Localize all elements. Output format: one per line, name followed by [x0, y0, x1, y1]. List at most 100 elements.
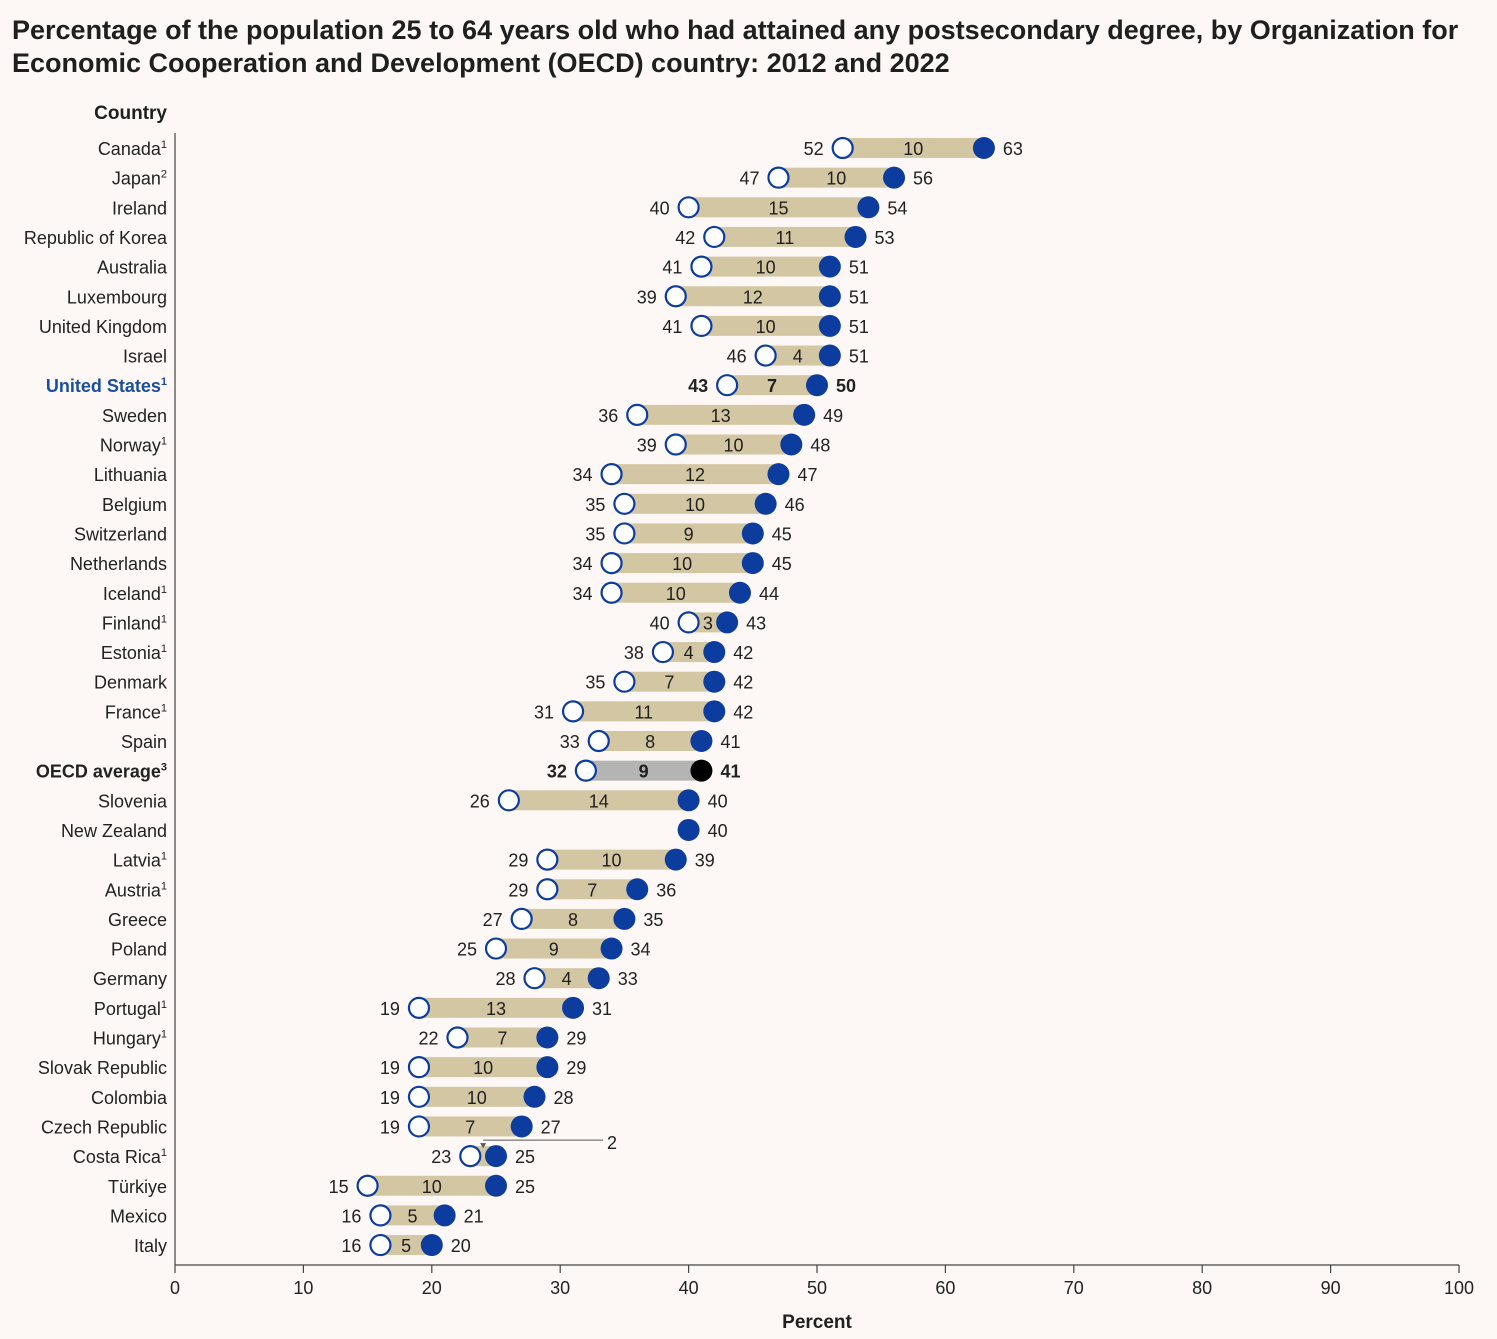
- change-bar: [714, 226, 856, 247]
- value-label-2012: 35: [585, 673, 605, 693]
- value-label-2012: 19: [380, 1058, 400, 1078]
- chart-row: Japan2 10 47 56: [112, 166, 933, 189]
- value-label-2022: 45: [772, 524, 792, 544]
- difference-label: 3: [703, 613, 713, 633]
- value-label-2012: 34: [573, 554, 593, 574]
- chart-row: Canada1 10 52 63: [98, 136, 1023, 160]
- change-bar: [765, 345, 830, 366]
- value-label-2012: 35: [585, 524, 605, 544]
- value-label-2022: 42: [733, 643, 753, 663]
- country-label: Germany: [93, 969, 167, 989]
- change-bar: [573, 701, 715, 722]
- dot-2022: [485, 1174, 507, 1197]
- dot-2012: [561, 700, 585, 723]
- change-bar: [367, 1175, 496, 1196]
- dot-2022: [728, 581, 751, 604]
- value-label-2022: 56: [913, 169, 933, 189]
- chart-row: Netherlands 10 34 45: [70, 551, 792, 575]
- country-label: United States1: [46, 376, 167, 396]
- chart-row: Spain 8 33 41: [121, 729, 740, 753]
- value-label-2022: 51: [849, 317, 869, 337]
- difference-label: 7: [587, 880, 597, 900]
- dot-2012: [767, 166, 790, 189]
- change-bar: [701, 256, 830, 277]
- chart-row: Finland1 3 40 43: [102, 611, 766, 634]
- dot-2022: [793, 403, 816, 426]
- x-tick-label: 70: [1064, 1278, 1084, 1298]
- chart-row: Austria1 7 29 36: [105, 878, 676, 901]
- change-bar: [534, 968, 599, 989]
- value-label-2022: 63: [1003, 139, 1023, 159]
- difference-label: 10: [826, 169, 846, 189]
- difference-label: 13: [486, 999, 506, 1019]
- chart-row: Portugal1 13 19 31: [94, 996, 612, 1019]
- chart-row: Denmark 7 35 42: [94, 670, 753, 693]
- value-label-2022: 41: [720, 762, 740, 782]
- value-label-2012: 43: [688, 376, 708, 396]
- chart-row: Switzerland 9 35 45: [74, 522, 792, 545]
- x-tick-label: 20: [422, 1278, 442, 1298]
- chart-row: Lithuania 12 34 47: [94, 463, 818, 486]
- country-label: Latvia1: [113, 851, 167, 871]
- x-tick-label: 30: [550, 1278, 570, 1298]
- change-bar: [842, 138, 984, 158]
- value-label-2022: 21: [464, 1206, 484, 1226]
- dot-2022: [818, 314, 841, 337]
- dot-2012: [690, 255, 713, 278]
- dot-2012: [484, 937, 508, 960]
- value-label-2012: 29: [508, 880, 528, 900]
- change-bar: [624, 523, 753, 544]
- country-label: Türkiye: [108, 1177, 167, 1197]
- dot-2012: [407, 1085, 431, 1108]
- value-label-2012: 16: [341, 1236, 361, 1256]
- value-label-2022: 25: [515, 1147, 535, 1167]
- chart-row: Republic of Korea 11 42 53: [24, 225, 895, 249]
- dot-2012: [574, 759, 597, 782]
- dot-2012: [754, 344, 777, 367]
- change-bar: [624, 671, 715, 692]
- chart-row: Poland 9 25 34: [111, 937, 651, 960]
- country-label: Estonia1: [101, 643, 167, 663]
- country-label: Norway1: [100, 436, 167, 456]
- value-label-2022: 34: [631, 940, 651, 960]
- difference-label: 4: [793, 347, 803, 367]
- value-label-2012: 34: [573, 584, 593, 604]
- difference-label: 10: [473, 1058, 493, 1078]
- chart-row: Slovak Republic 10 19 29: [38, 1056, 586, 1079]
- dot-2012: [716, 374, 739, 397]
- chart-row: Sweden 13 36 49: [102, 403, 843, 426]
- x-tick-label: 40: [679, 1278, 699, 1298]
- chart-row: Belgium 10 35 46: [102, 492, 805, 515]
- change-bar: [701, 315, 830, 336]
- country-label: Hungary1: [93, 1029, 167, 1049]
- country-label: Denmark: [94, 673, 168, 693]
- country-label: Portugal1: [94, 999, 167, 1019]
- change-bar: [457, 1027, 548, 1048]
- dot-2022: [883, 166, 906, 189]
- x-tick-label: 60: [935, 1278, 955, 1298]
- chart-row: Luxembourg 12 39 51: [67, 285, 869, 308]
- x-tick-label: 10: [293, 1278, 313, 1298]
- difference-label: 10: [685, 495, 705, 515]
- change-bar: [547, 849, 676, 870]
- value-label-2022: 45: [772, 554, 792, 574]
- value-label-2022: 27: [541, 1117, 561, 1137]
- dot-2022: [664, 848, 687, 871]
- difference-label: 7: [497, 1029, 507, 1049]
- change-bar: [637, 404, 805, 425]
- difference-label: 9: [684, 524, 694, 544]
- chart-row: United Kingdom 10 41 51: [39, 314, 869, 337]
- dot-2012: [600, 581, 623, 604]
- value-label-2022: 20: [451, 1236, 471, 1256]
- value-label-2022: 51: [849, 258, 869, 278]
- country-label: Spain: [121, 732, 167, 752]
- difference-label: 11: [776, 228, 795, 248]
- value-label-2012: 16: [341, 1206, 361, 1226]
- value-label-2012: 31: [534, 702, 554, 722]
- dot-2012: [651, 640, 675, 664]
- dot-2022: [485, 1145, 507, 1168]
- dot-2012: [613, 522, 636, 545]
- difference-label: 10: [666, 584, 686, 604]
- value-label-2022: 44: [759, 584, 779, 604]
- dot-2022: [741, 522, 764, 545]
